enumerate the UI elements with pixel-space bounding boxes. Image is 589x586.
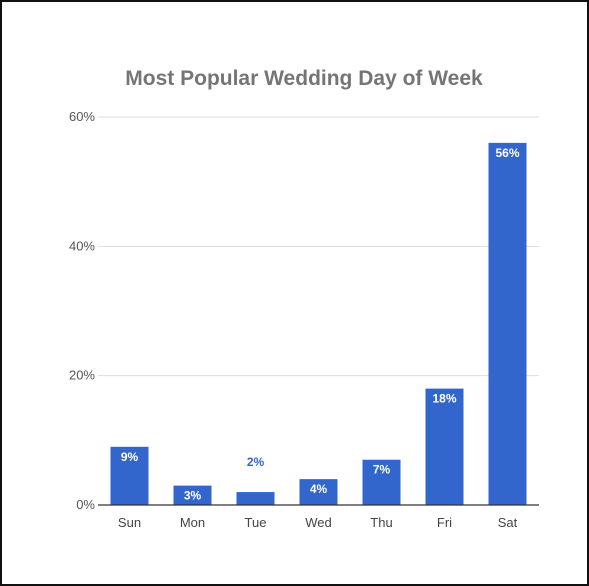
y-tick-label: 20% bbox=[69, 368, 95, 383]
x-tick-label: Thu bbox=[370, 515, 392, 530]
gridlines bbox=[98, 116, 539, 377]
x-tick-label: Sat bbox=[498, 515, 518, 530]
y-tick-label: 40% bbox=[69, 238, 95, 253]
data-label: 18% bbox=[432, 392, 456, 406]
data-label: 56% bbox=[495, 146, 519, 160]
data-label: 2% bbox=[247, 455, 265, 469]
x-tick-label: Sun bbox=[118, 515, 141, 530]
bar-thu bbox=[362, 459, 401, 505]
x-axis-ticks: Sun Mon Tue Wed Thu Fri Sat bbox=[118, 515, 518, 530]
x-tick-label: Wed bbox=[305, 515, 332, 530]
data-label: 3% bbox=[184, 489, 202, 503]
bar-sun bbox=[110, 446, 149, 505]
data-label: 9% bbox=[121, 450, 139, 464]
bars bbox=[110, 142, 527, 505]
y-axis-ticks: 0% 20% 40% 60% bbox=[69, 109, 95, 512]
data-label: 4% bbox=[310, 482, 328, 496]
y-tick-label: 60% bbox=[69, 109, 95, 124]
bar-tue bbox=[236, 492, 275, 505]
x-tick-label: Tue bbox=[245, 515, 267, 530]
chart-title: Most Popular Wedding Day of Week bbox=[125, 67, 483, 90]
x-tick-label: Mon bbox=[180, 515, 205, 530]
bar-wed bbox=[299, 479, 338, 505]
x-tick-label: Fri bbox=[437, 515, 452, 530]
bar-sat bbox=[488, 142, 527, 505]
data-label: 7% bbox=[373, 463, 391, 477]
bar-mon bbox=[173, 485, 212, 505]
bar-fri bbox=[425, 388, 464, 505]
y-tick-label: 0% bbox=[76, 497, 95, 512]
data-labels: 9% 3% 2% 4% 7% 18% 56% bbox=[121, 146, 520, 503]
